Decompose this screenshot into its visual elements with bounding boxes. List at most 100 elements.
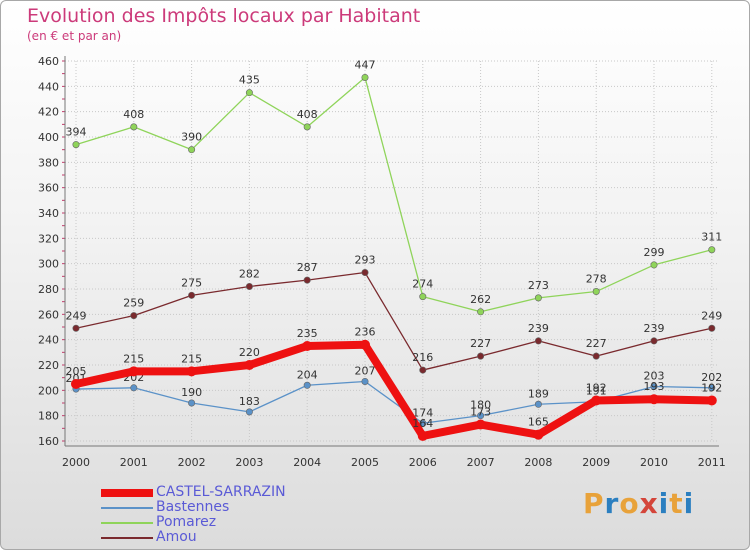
data-point <box>130 312 138 320</box>
data-point <box>419 419 427 427</box>
data-point <box>533 429 544 440</box>
data-point <box>417 430 428 441</box>
x-tick-label: 2000 <box>62 456 90 469</box>
x-tick-label: 2004 <box>293 456 321 469</box>
data-label: 299 <box>644 246 665 259</box>
data-point <box>706 395 717 406</box>
legend-swatch <box>101 488 153 497</box>
data-point <box>591 395 602 406</box>
data-label: 262 <box>470 293 491 306</box>
logo-letter: t <box>669 487 684 520</box>
data-label: 394 <box>66 126 87 139</box>
data-label: 191 <box>586 385 607 398</box>
y-tick-label: 220 <box>38 359 59 372</box>
x-tick-label: 2006 <box>409 456 437 469</box>
data-label: 435 <box>239 74 260 87</box>
legend-item: CASTEL-SARRAZIN <box>101 485 286 500</box>
data-label: 282 <box>239 267 260 280</box>
data-point <box>419 366 427 374</box>
data-point <box>303 123 311 131</box>
y-tick-label: 280 <box>38 283 59 296</box>
y-tick-label: 180 <box>38 410 59 423</box>
y-tick-label: 200 <box>38 384 59 397</box>
data-label: 408 <box>123 108 144 121</box>
data-label: 390 <box>181 131 202 144</box>
x-tick-label: 2007 <box>467 456 495 469</box>
data-label: 203 <box>644 370 665 383</box>
data-label: 192 <box>586 381 607 394</box>
y-tick-label: 300 <box>38 258 59 271</box>
data-label: 227 <box>470 337 491 350</box>
data-point <box>534 337 542 345</box>
x-tick-label: 2001 <box>120 456 148 469</box>
data-point <box>360 339 370 350</box>
data-point <box>534 294 542 302</box>
chart-subtitle: (en € et par an) <box>27 29 122 43</box>
legend-item: Pomarez <box>101 515 286 530</box>
data-point <box>245 408 253 416</box>
data-point <box>592 352 600 360</box>
data-label: 236 <box>355 326 376 339</box>
logo-letter: o <box>619 487 640 520</box>
legend-swatch <box>101 506 153 509</box>
data-point <box>128 366 139 377</box>
x-tick-label: 2011 <box>698 456 726 469</box>
y-tick-label: 380 <box>38 156 59 169</box>
data-point <box>188 291 196 299</box>
data-point <box>475 419 486 430</box>
data-label: 220 <box>239 346 260 359</box>
data-label: 183 <box>239 395 260 408</box>
legend-label: CASTEL-SARRAZIN <box>156 484 286 500</box>
data-label: 174 <box>412 406 433 419</box>
data-point <box>650 261 658 269</box>
legend: CASTEL-SARRAZIN Bastennes Pomarez Amou <box>101 485 286 545</box>
data-point <box>477 352 485 360</box>
legend-label: Pomarez <box>156 514 217 530</box>
legend-item: Bastennes <box>101 500 286 515</box>
data-point <box>477 412 485 420</box>
data-point <box>302 341 313 351</box>
logo-letter: x <box>639 487 659 520</box>
data-label: 215 <box>123 352 144 365</box>
data-label: 189 <box>528 387 549 400</box>
x-tick-label: 2010 <box>640 456 668 469</box>
data-label: 192 <box>701 381 722 394</box>
series-line-amou <box>75 271 713 371</box>
data-label: 275 <box>181 276 202 289</box>
data-point <box>188 146 196 154</box>
data-point <box>708 246 716 254</box>
data-label: 202 <box>701 371 722 384</box>
y-tick-label: 260 <box>38 308 59 321</box>
legend-swatch <box>101 536 153 539</box>
data-label: 235 <box>297 327 318 340</box>
data-label: 216 <box>412 351 433 364</box>
y-tick-label: 240 <box>38 334 59 347</box>
logo-letter: r <box>604 487 620 520</box>
data-label: 249 <box>701 309 722 322</box>
data-point <box>477 308 485 316</box>
x-tick-label: 2003 <box>235 456 263 469</box>
data-point <box>708 384 716 392</box>
data-point <box>361 73 369 81</box>
data-point <box>361 269 369 277</box>
data-point <box>534 400 542 408</box>
data-label: 249 <box>66 309 87 322</box>
data-point <box>245 282 253 290</box>
data-point <box>708 324 716 332</box>
series-line-pomarez <box>75 76 713 313</box>
data-point <box>72 324 80 332</box>
data-label: 447 <box>355 58 376 71</box>
legend-label: Amou <box>156 529 197 545</box>
x-tick-label: 2002 <box>178 456 206 469</box>
data-label: 273 <box>528 279 549 292</box>
data-label: 190 <box>181 386 202 399</box>
data-label: 204 <box>297 368 318 381</box>
data-point <box>303 381 311 389</box>
data-label: 173 <box>470 406 491 419</box>
logo-letter: i <box>658 487 670 520</box>
data-point <box>419 293 427 301</box>
chart-title: Evolution des Impôts locaux par Habitant <box>27 5 421 27</box>
data-point <box>650 383 658 391</box>
